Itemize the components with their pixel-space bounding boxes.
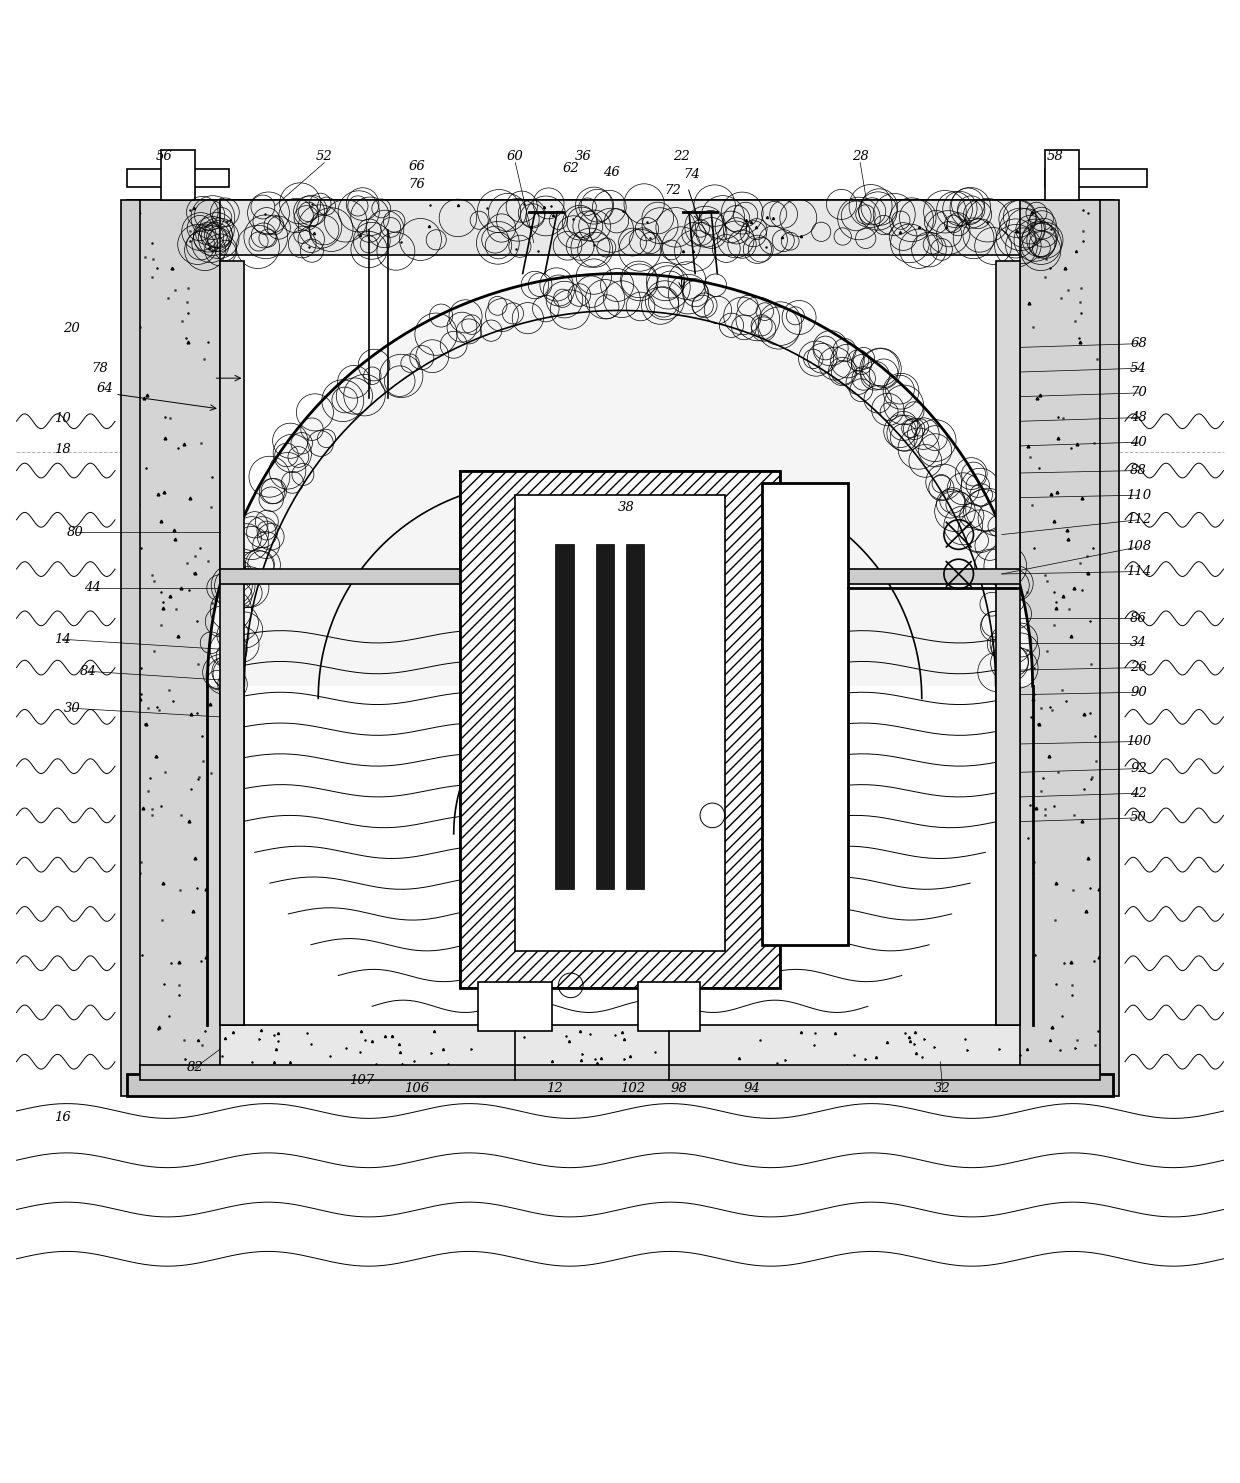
- Bar: [996, 261, 1021, 1025]
- Bar: [1100, 200, 1118, 1096]
- Text: 114: 114: [1126, 565, 1151, 578]
- Text: 112: 112: [1126, 513, 1151, 526]
- Text: 54: 54: [1130, 362, 1147, 375]
- Bar: [128, 1025, 1112, 1074]
- Text: 86: 86: [1130, 612, 1147, 624]
- Text: 58: 58: [1047, 150, 1063, 163]
- Text: 46: 46: [603, 166, 620, 179]
- Bar: [1045, 169, 1147, 187]
- Text: 62: 62: [563, 162, 579, 175]
- Text: 38: 38: [618, 501, 635, 515]
- Bar: [161, 150, 195, 200]
- Bar: [479, 982, 552, 1031]
- Text: 26: 26: [1130, 661, 1147, 675]
- Text: 36: 36: [574, 150, 591, 163]
- Text: 80: 80: [67, 525, 84, 538]
- Text: 50: 50: [1130, 811, 1147, 825]
- Text: 94: 94: [744, 1083, 760, 1096]
- Text: 88: 88: [1130, 464, 1147, 478]
- Bar: [128, 200, 219, 1074]
- Bar: [219, 569, 1021, 584]
- Bar: [128, 169, 229, 187]
- Text: 16: 16: [53, 1111, 71, 1124]
- Bar: [1045, 150, 1079, 200]
- Bar: [761, 483, 848, 945]
- Text: 40: 40: [1130, 436, 1147, 449]
- Text: 32: 32: [934, 1083, 951, 1096]
- Text: 98: 98: [671, 1083, 687, 1096]
- Bar: [128, 200, 1112, 255]
- Text: 12: 12: [547, 1083, 563, 1096]
- Text: 14: 14: [53, 633, 71, 645]
- Text: 66: 66: [408, 160, 425, 174]
- Text: 30: 30: [63, 701, 81, 715]
- Bar: [219, 261, 244, 1025]
- Text: 96: 96: [662, 1004, 676, 1014]
- Text: 52: 52: [316, 150, 332, 163]
- Text: 84: 84: [79, 664, 97, 678]
- Text: 44: 44: [84, 581, 102, 595]
- Text: 70: 70: [1130, 387, 1147, 399]
- Text: 20: 20: [63, 322, 81, 335]
- Bar: [639, 982, 701, 1031]
- Text: 92: 92: [1130, 762, 1147, 776]
- Bar: [128, 1074, 1112, 1096]
- Text: 82: 82: [187, 1062, 203, 1074]
- Bar: [140, 1065, 1100, 1080]
- Text: 110: 110: [1126, 489, 1151, 501]
- Text: 18: 18: [53, 443, 71, 457]
- Polygon shape: [207, 273, 1033, 687]
- Bar: [1021, 200, 1112, 1074]
- Text: 28: 28: [852, 150, 868, 163]
- Text: 48: 48: [1130, 411, 1147, 424]
- Bar: [460, 470, 780, 988]
- Text: 108: 108: [1126, 540, 1151, 553]
- Text: 78: 78: [92, 362, 109, 375]
- Text: 10: 10: [53, 412, 71, 426]
- Bar: [460, 470, 780, 988]
- Text: 22: 22: [673, 150, 689, 163]
- Text: 60: 60: [507, 150, 523, 163]
- Text: 64: 64: [97, 381, 114, 394]
- Text: 106: 106: [404, 1083, 429, 1096]
- Text: 102: 102: [620, 1083, 645, 1096]
- Text: 72: 72: [665, 184, 681, 197]
- Bar: [122, 200, 140, 1096]
- Text: 107: 107: [348, 1074, 374, 1087]
- Text: 56: 56: [156, 150, 172, 163]
- Text: 68: 68: [1130, 337, 1147, 350]
- Bar: [556, 544, 574, 890]
- Bar: [128, 200, 1112, 1074]
- Text: 90: 90: [1130, 685, 1147, 698]
- Text: 104: 104: [505, 1004, 526, 1014]
- Text: 74: 74: [683, 169, 699, 181]
- Bar: [625, 544, 644, 890]
- Bar: [596, 544, 615, 890]
- Bar: [516, 495, 724, 951]
- Text: 76: 76: [408, 178, 425, 191]
- Text: 42: 42: [1130, 786, 1147, 799]
- Text: 34: 34: [1130, 636, 1147, 650]
- Text: 100: 100: [1126, 736, 1151, 747]
